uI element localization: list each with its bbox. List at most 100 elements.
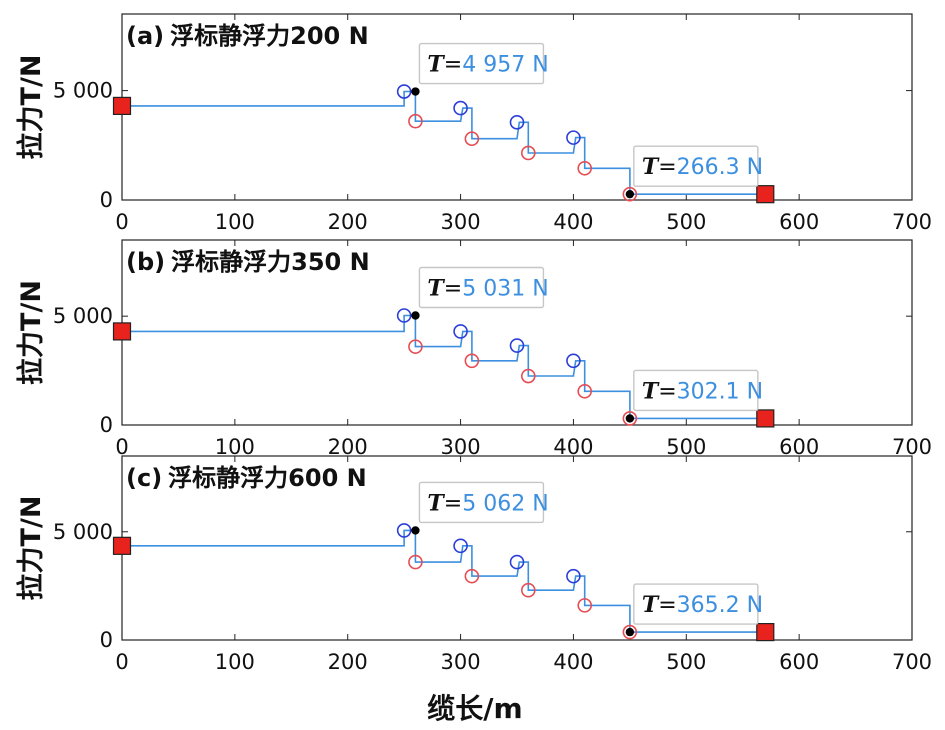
panel-label-letter: (a) — [126, 22, 164, 50]
panel-label-text: 浮标静浮力600 N — [168, 464, 367, 492]
y-axis-label: 拉力T/N — [15, 55, 47, 160]
buoy-marker-lower — [408, 339, 423, 354]
y-axis-label: 拉力T/N — [15, 280, 47, 385]
datatip-point — [411, 311, 420, 320]
buoy-marker-lower — [622, 186, 638, 202]
buoy-marker-lower — [520, 582, 536, 598]
x-tick-label: 700 — [892, 650, 932, 674]
buoy-marker-upper — [396, 84, 412, 99]
datatip-box — [418, 42, 545, 85]
buoy-marker-upper — [453, 538, 468, 554]
datatip-label: T=266.3 N — [642, 154, 763, 180]
buoy-marker-lower — [520, 368, 536, 384]
datatip-equals: = — [444, 277, 462, 302]
datatip-box — [418, 266, 545, 309]
x-tick-label: 400 — [553, 210, 593, 234]
x-tick-label: 700 — [892, 210, 932, 234]
datatip-box — [633, 145, 759, 187]
anchor-marker — [112, 322, 132, 341]
anchor-marker — [112, 536, 132, 555]
panel-label-letter: (c) — [126, 464, 162, 492]
x-tick-label: 300 — [441, 650, 481, 674]
datatip-symbol: T — [642, 154, 660, 180]
x-tick-label: 700 — [892, 435, 932, 459]
datatip-equals: = — [658, 593, 676, 618]
buoy-marker-upper — [509, 338, 525, 353]
anchor-marker — [756, 409, 775, 428]
buoy-marker-lower — [464, 131, 480, 147]
x-tick-label: 400 — [553, 650, 593, 674]
panel-label-letter: (b) — [126, 248, 165, 276]
buoy-marker-lower — [464, 353, 480, 369]
datatip-symbol: T — [642, 378, 660, 404]
x-tick-label: 300 — [441, 210, 481, 234]
datatip-point — [411, 87, 420, 96]
buoy-marker-upper — [566, 130, 581, 145]
x-tick-label: 600 — [779, 435, 819, 459]
datatip-point — [411, 526, 420, 535]
buoy-marker-lower — [408, 113, 423, 129]
datatip-equals: = — [658, 379, 676, 404]
buoy-marker-lower — [577, 160, 593, 176]
buoy-marker-upper — [566, 353, 581, 369]
x-tick-label: 0 — [115, 210, 128, 234]
x-tick-label: 600 — [779, 210, 819, 234]
datatip-label: T=365.2 N — [642, 592, 763, 618]
x-tick-label: 200 — [328, 210, 368, 234]
anchor-marker — [756, 622, 775, 642]
x-tick-label: 200 — [328, 435, 368, 459]
x-tick-label: 0 — [115, 435, 128, 459]
datatip-equals: = — [658, 155, 676, 180]
buoy-marker-upper — [509, 115, 525, 130]
datatip-value: 5 031 N — [462, 277, 548, 302]
datatip-point — [625, 189, 635, 199]
buoy-marker-lower — [408, 554, 423, 570]
panel-label: (a) 浮标静浮力200 N — [126, 22, 369, 50]
buoy-marker-upper — [509, 554, 525, 570]
datatip-label: T=5 062 N — [427, 490, 548, 516]
panel-label-text: 浮标静浮力350 N — [171, 248, 370, 276]
x-tick-label: 600 — [779, 650, 819, 674]
y-tick-label: 5 000 — [53, 304, 113, 328]
buoy-marker-upper — [396, 523, 412, 538]
y-tick-label: 5 000 — [53, 520, 113, 544]
datatip-label: T=5 031 N — [427, 276, 548, 302]
datatip-value: 266.3 N — [677, 155, 763, 180]
datatip-symbol: T — [427, 276, 445, 302]
buoy-marker-lower — [622, 624, 638, 640]
y-tick-label: 0 — [100, 413, 113, 437]
datatip-value: 4 957 N — [462, 53, 548, 78]
datatip-symbol: T — [427, 490, 445, 516]
x-tick-label: 200 — [328, 650, 368, 674]
x-tick-label: 100 — [215, 650, 255, 674]
panel-label: (c) 浮标静浮力600 N — [126, 464, 367, 492]
datatip-equals: = — [444, 491, 462, 516]
datatip-point — [625, 627, 635, 637]
x-tick-label: 0 — [115, 650, 128, 674]
anchor-marker — [756, 185, 775, 204]
y-tick-label: 5 000 — [53, 79, 113, 103]
y-axis-label: 拉力T/N — [15, 496, 47, 601]
buoy-marker-upper — [453, 324, 468, 339]
datatip-box — [418, 481, 545, 524]
datatip-equals: = — [444, 53, 462, 78]
datatip-label: T=4 957 N — [427, 52, 548, 78]
datatip-label: T=302.1 N — [642, 378, 763, 404]
datatip-box — [633, 583, 759, 625]
datatip-point — [625, 414, 635, 423]
x-tick-label: 300 — [441, 435, 481, 459]
datatip-box — [633, 369, 759, 412]
datatip-value: 365.2 N — [677, 593, 763, 618]
y-tick-label: 0 — [100, 628, 113, 652]
x-tick-label: 400 — [553, 435, 593, 459]
datatip-symbol: T — [427, 52, 445, 78]
buoy-marker-upper — [396, 308, 412, 323]
buoy-marker-lower — [464, 568, 480, 584]
buoy-marker-lower — [577, 598, 593, 613]
x-tick-label: 500 — [666, 650, 706, 674]
buoy-marker-lower — [577, 383, 593, 399]
